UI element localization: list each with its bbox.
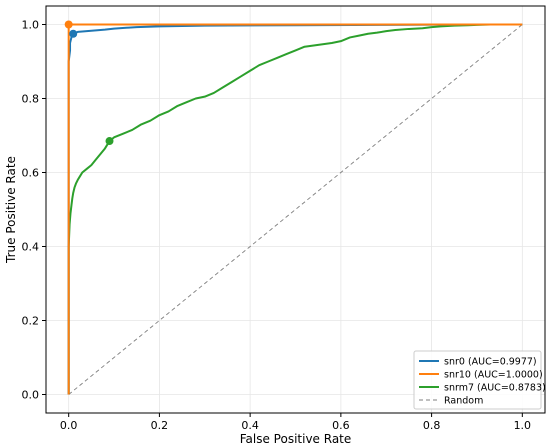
- legend-entry: snr10 (AUC=1.0000): [444, 370, 543, 381]
- y-tick-label: 0.0: [22, 389, 40, 402]
- series-marker-1: [64, 20, 73, 29]
- y-tick-label: 0.6: [22, 167, 40, 180]
- ticks: 0.0 0.2 0.4 0.6 0.8 1.0 0.0 0.2 0.4 0.6 0.8 1.0: [22, 19, 532, 433]
- x-tick-label: 0.6: [332, 419, 350, 432]
- x-tick-label: 0.4: [241, 419, 259, 432]
- series-line-1: [67, 23, 523, 395]
- x-tick-label: 1.0: [514, 419, 532, 432]
- y-axis-label: True Positive Rate: [4, 156, 18, 264]
- y-tick-label: 0.8: [22, 93, 40, 106]
- grid: [46, 6, 545, 413]
- series-line-2: [67, 23, 523, 395]
- series-marker-0: [69, 29, 78, 38]
- x-axis-label: False Positive Rate: [240, 432, 352, 446]
- x-tick-label: 0.0: [60, 419, 78, 432]
- legend: snr0 (AUC=0.9977) snr10 (AUC=1.0000) snrm7…: [413, 350, 546, 410]
- y-tick-label: 0.4: [22, 241, 40, 254]
- series-layer: [64, 20, 523, 395]
- x-tick-label: 0.2: [151, 419, 169, 432]
- legend-entry: snrm7 (AUC=0.8783): [444, 383, 546, 394]
- y-tick-label: 1.0: [22, 19, 40, 32]
- y-tick-label: 0.2: [22, 315, 40, 328]
- x-tick-label: 0.8: [423, 419, 441, 432]
- plot-frame: [45, 5, 546, 414]
- legend-box: [413, 350, 542, 410]
- series-marker-2: [105, 137, 114, 146]
- legend-entry: snr0 (AUC=0.9977): [444, 357, 537, 368]
- legend-entry: Random: [444, 396, 483, 407]
